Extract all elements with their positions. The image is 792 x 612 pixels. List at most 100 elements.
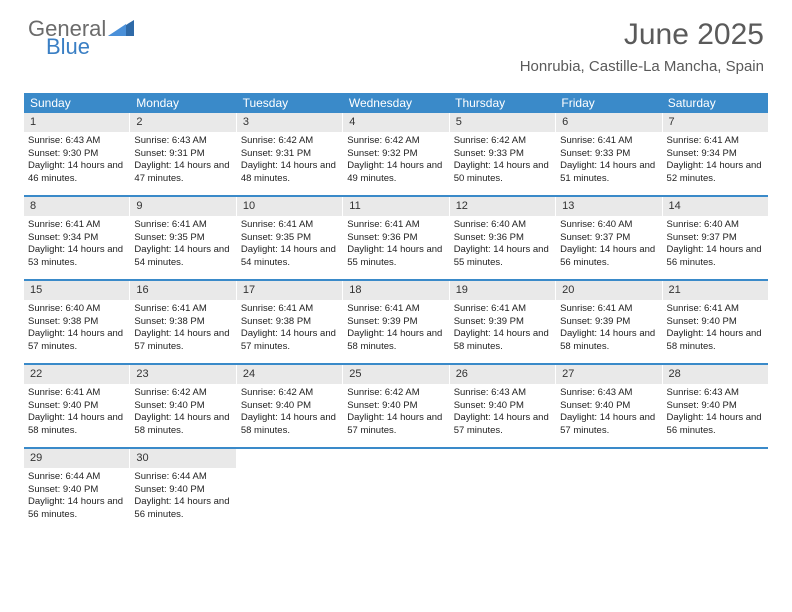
- day-details: Sunrise: 6:41 AMSunset: 9:34 PMDaylight:…: [663, 132, 768, 190]
- sunrise-line: Sunrise: 6:41 AM: [347, 219, 444, 232]
- logo-text-row: General Blue: [28, 18, 134, 58]
- day-number: 4: [343, 113, 448, 132]
- sunrise-line: Sunrise: 6:40 AM: [454, 219, 551, 232]
- calendar-cell: 1Sunrise: 6:43 AMSunset: 9:30 PMDaylight…: [24, 113, 130, 195]
- day-details: Sunrise: 6:43 AMSunset: 9:40 PMDaylight:…: [450, 384, 555, 442]
- location-subtitle: Honrubia, Castille-La Mancha, Spain: [520, 58, 764, 75]
- calendar-cell: 11Sunrise: 6:41 AMSunset: 9:36 PMDayligh…: [343, 197, 449, 279]
- day-number: 9: [130, 197, 235, 216]
- sunset-line: Sunset: 9:40 PM: [28, 484, 125, 497]
- calendar-cell: 3Sunrise: 6:42 AMSunset: 9:31 PMDaylight…: [237, 113, 343, 195]
- day-number: 5: [450, 113, 555, 132]
- week-row: 15Sunrise: 6:40 AMSunset: 9:38 PMDayligh…: [24, 279, 768, 363]
- day-number: 14: [663, 197, 768, 216]
- calendar-cell: 25Sunrise: 6:42 AMSunset: 9:40 PMDayligh…: [343, 365, 449, 447]
- week-row: 8Sunrise: 6:41 AMSunset: 9:34 PMDaylight…: [24, 195, 768, 279]
- daylight-line: Daylight: 14 hours and 56 minutes.: [667, 244, 764, 270]
- daylight-line: Daylight: 14 hours and 58 minutes.: [347, 328, 444, 354]
- daylight-line: Daylight: 14 hours and 54 minutes.: [241, 244, 338, 270]
- calendar-cell: 14Sunrise: 6:40 AMSunset: 9:37 PMDayligh…: [663, 197, 768, 279]
- day-number: 2: [130, 113, 235, 132]
- calendar-cell: 22Sunrise: 6:41 AMSunset: 9:40 PMDayligh…: [24, 365, 130, 447]
- day-number: 18: [343, 281, 448, 300]
- sunset-line: Sunset: 9:40 PM: [560, 400, 657, 413]
- calendar-cell: 4Sunrise: 6:42 AMSunset: 9:32 PMDaylight…: [343, 113, 449, 195]
- daylight-line: Daylight: 14 hours and 52 minutes.: [667, 160, 764, 186]
- calendar-cell: 16Sunrise: 6:41 AMSunset: 9:38 PMDayligh…: [130, 281, 236, 363]
- title-block: June 2025 Honrubia, Castille-La Mancha, …: [520, 18, 764, 75]
- calendar-cell: 15Sunrise: 6:40 AMSunset: 9:38 PMDayligh…: [24, 281, 130, 363]
- daylight-line: Daylight: 14 hours and 57 minutes.: [347, 412, 444, 438]
- sunrise-line: Sunrise: 6:41 AM: [454, 303, 551, 316]
- calendar-cell: 29Sunrise: 6:44 AMSunset: 9:40 PMDayligh…: [24, 449, 130, 531]
- calendar-cell: 8Sunrise: 6:41 AMSunset: 9:34 PMDaylight…: [24, 197, 130, 279]
- day-number: 1: [24, 113, 129, 132]
- sunset-line: Sunset: 9:36 PM: [454, 232, 551, 245]
- daylight-line: Daylight: 14 hours and 56 minutes.: [560, 244, 657, 270]
- day-details: Sunrise: 6:41 AMSunset: 9:38 PMDaylight:…: [130, 300, 235, 358]
- day-number: 16: [130, 281, 235, 300]
- day-details: Sunrise: 6:43 AMSunset: 9:40 PMDaylight:…: [556, 384, 661, 442]
- day-details: Sunrise: 6:43 AMSunset: 9:40 PMDaylight:…: [663, 384, 768, 442]
- sunrise-line: Sunrise: 6:42 AM: [347, 135, 444, 148]
- day-details: Sunrise: 6:42 AMSunset: 9:40 PMDaylight:…: [343, 384, 448, 442]
- sunrise-line: Sunrise: 6:43 AM: [134, 135, 231, 148]
- sunset-line: Sunset: 9:38 PM: [134, 316, 231, 329]
- sunset-line: Sunset: 9:35 PM: [134, 232, 231, 245]
- calendar-cell: 18Sunrise: 6:41 AMSunset: 9:39 PMDayligh…: [343, 281, 449, 363]
- daylight-line: Daylight: 14 hours and 54 minutes.: [134, 244, 231, 270]
- day-details: Sunrise: 6:41 AMSunset: 9:36 PMDaylight:…: [343, 216, 448, 274]
- day-number: 23: [130, 365, 235, 384]
- day-number: 20: [556, 281, 661, 300]
- day-details: Sunrise: 6:40 AMSunset: 9:37 PMDaylight:…: [663, 216, 768, 274]
- sunrise-line: Sunrise: 6:42 AM: [241, 387, 338, 400]
- month-title: June 2025: [520, 18, 764, 52]
- day-details: Sunrise: 6:41 AMSunset: 9:35 PMDaylight:…: [130, 216, 235, 274]
- calendar-cell: 20Sunrise: 6:41 AMSunset: 9:39 PMDayligh…: [556, 281, 662, 363]
- calendar-cell: 26Sunrise: 6:43 AMSunset: 9:40 PMDayligh…: [450, 365, 556, 447]
- day-number: 21: [663, 281, 768, 300]
- daylight-line: Daylight: 14 hours and 58 minutes.: [134, 412, 231, 438]
- calendar-cell: 7Sunrise: 6:41 AMSunset: 9:34 PMDaylight…: [663, 113, 768, 195]
- daylight-line: Daylight: 14 hours and 46 minutes.: [28, 160, 125, 186]
- day-number: 12: [450, 197, 555, 216]
- sunrise-line: Sunrise: 6:41 AM: [667, 303, 764, 316]
- day-number: 17: [237, 281, 342, 300]
- sunset-line: Sunset: 9:35 PM: [241, 232, 338, 245]
- day-details: Sunrise: 6:41 AMSunset: 9:34 PMDaylight:…: [24, 216, 129, 274]
- sunrise-line: Sunrise: 6:43 AM: [454, 387, 551, 400]
- sunset-line: Sunset: 9:36 PM: [347, 232, 444, 245]
- daylight-line: Daylight: 14 hours and 56 minutes.: [134, 496, 231, 522]
- day-details: Sunrise: 6:43 AMSunset: 9:31 PMDaylight:…: [130, 132, 235, 190]
- sunset-line: Sunset: 9:40 PM: [241, 400, 338, 413]
- weekday-header-row: Sunday Monday Tuesday Wednesday Thursday…: [24, 93, 768, 113]
- day-details: Sunrise: 6:40 AMSunset: 9:36 PMDaylight:…: [450, 216, 555, 274]
- day-number: 11: [343, 197, 448, 216]
- daylight-line: Daylight: 14 hours and 58 minutes.: [560, 328, 657, 354]
- day-number: 30: [130, 449, 235, 468]
- day-details: Sunrise: 6:41 AMSunset: 9:33 PMDaylight:…: [556, 132, 661, 190]
- sunset-line: Sunset: 9:31 PM: [134, 148, 231, 161]
- weekday-header: Thursday: [449, 93, 555, 113]
- sunset-line: Sunset: 9:39 PM: [560, 316, 657, 329]
- calendar-cell: [663, 449, 768, 531]
- sunset-line: Sunset: 9:40 PM: [667, 400, 764, 413]
- day-details: Sunrise: 6:41 AMSunset: 9:38 PMDaylight:…: [237, 300, 342, 358]
- day-number: 28: [663, 365, 768, 384]
- sunrise-line: Sunrise: 6:41 AM: [241, 219, 338, 232]
- day-number: 19: [450, 281, 555, 300]
- daylight-line: Daylight: 14 hours and 51 minutes.: [560, 160, 657, 186]
- calendar-cell: [237, 449, 343, 531]
- sunset-line: Sunset: 9:40 PM: [134, 400, 231, 413]
- day-details: Sunrise: 6:42 AMSunset: 9:40 PMDaylight:…: [237, 384, 342, 442]
- day-details: Sunrise: 6:44 AMSunset: 9:40 PMDaylight:…: [130, 468, 235, 526]
- day-details: Sunrise: 6:43 AMSunset: 9:30 PMDaylight:…: [24, 132, 129, 190]
- calendar-cell: 28Sunrise: 6:43 AMSunset: 9:40 PMDayligh…: [663, 365, 768, 447]
- calendar-cell: [556, 449, 662, 531]
- weekday-header: Monday: [130, 93, 236, 113]
- sunrise-line: Sunrise: 6:41 AM: [134, 219, 231, 232]
- daylight-line: Daylight: 14 hours and 56 minutes.: [667, 412, 764, 438]
- calendar-cell: 5Sunrise: 6:42 AMSunset: 9:33 PMDaylight…: [450, 113, 556, 195]
- weekday-header: Tuesday: [237, 93, 343, 113]
- sunrise-line: Sunrise: 6:41 AM: [347, 303, 444, 316]
